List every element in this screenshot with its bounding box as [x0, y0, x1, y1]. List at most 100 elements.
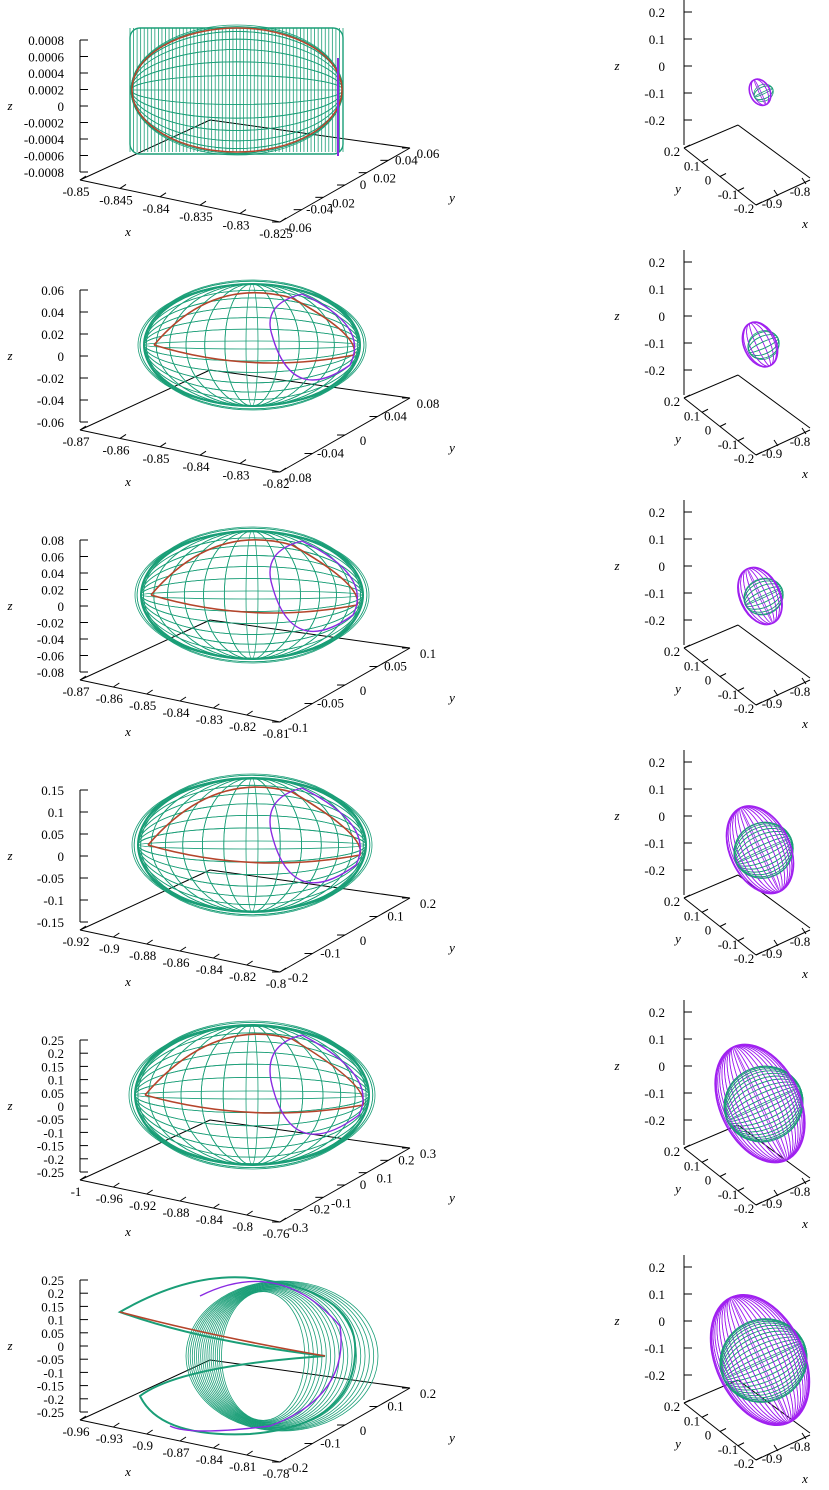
- z-tick-label: 0: [659, 59, 666, 74]
- mesh-ring: [134, 1025, 370, 1165]
- x-tick-label: -0.825: [259, 226, 293, 241]
- left-panel-2: 0.060.040.020-0.02-0.04-0.06z-0.87-0.86-…: [6, 279, 455, 491]
- torus-object: [737, 566, 784, 626]
- mesh-ring: [140, 777, 364, 913]
- mesh-ring: [210, 1288, 327, 1424]
- x-tick-label: -0.84: [142, 201, 170, 216]
- y-tick: [737, 1187, 745, 1192]
- x-tick-label: -0.84: [196, 1452, 224, 1467]
- y-axis-label: y: [447, 1190, 455, 1205]
- x-tick: [773, 939, 779, 947]
- right-panel-6: 0.20.10-0.1-0.2z0.20.10-0.1-0.2y-0.9-0.8…: [613, 1255, 811, 1486]
- x-axis-label: x: [124, 724, 131, 739]
- orbit-curve: [144, 1033, 365, 1114]
- x-tick-label: -0.9: [762, 1451, 783, 1466]
- y-tick-label: 0: [360, 433, 367, 448]
- x-tick: [801, 927, 807, 935]
- mesh-ring: [145, 283, 359, 407]
- mesh-ring: [140, 545, 364, 645]
- orbit-curve: [131, 27, 343, 153]
- mesh-ring: [140, 566, 364, 624]
- z-tick-label: -0.1: [43, 1125, 64, 1140]
- left-panel-5: 0.250.20.150.10.050-0.05-0.1-0.15-0.2-0.…: [6, 1020, 455, 1241]
- z-tick-label: 0.2: [649, 255, 665, 270]
- x-tick-label: -0.88: [162, 1205, 189, 1220]
- y-tick: [683, 394, 691, 399]
- mesh-ring: [167, 530, 337, 660]
- y-tick-label: 0.05: [384, 659, 407, 674]
- mesh-ring: [216, 1289, 314, 1423]
- x-tick: [246, 1210, 253, 1216]
- surface-outline: [134, 1024, 370, 1166]
- x-tick-label: -0.85: [62, 184, 89, 199]
- torus-outline: [737, 566, 783, 626]
- y-tick-label: -0.04: [317, 446, 345, 461]
- z-tick-label: -0.2: [644, 613, 665, 628]
- y-tick-label: 0.2: [664, 394, 680, 409]
- mesh-ring: [733, 822, 794, 879]
- y-tick-label: -0.1: [288, 720, 309, 735]
- x-tick: [113, 682, 120, 688]
- y-tick: [737, 687, 745, 692]
- torus-object: [741, 321, 780, 368]
- mesh-ring: [143, 328, 361, 362]
- torus-object: [709, 1293, 811, 1427]
- x-axis: [755, 679, 811, 706]
- y-axis-label: y: [447, 190, 455, 205]
- y-tick-label: 0.1: [684, 1158, 700, 1173]
- back-edge: [79, 869, 211, 931]
- z-axis-label: z: [613, 58, 619, 73]
- z-tick-label: 0: [659, 309, 666, 324]
- mesh-ring: [753, 85, 774, 100]
- x-tick-label: -0.84: [196, 1212, 224, 1227]
- mesh-ring: [140, 555, 364, 635]
- mesh-ring: [134, 1063, 370, 1127]
- z-tick-label: 0.04: [41, 566, 64, 581]
- y-tick-label: -0.2: [734, 951, 755, 966]
- mesh-ring: [137, 803, 367, 887]
- z-tick-label: -0.2: [644, 363, 665, 378]
- y-tick: [737, 937, 745, 942]
- mesh-ring: [721, 1330, 806, 1391]
- y-tick-label: 0.1: [387, 909, 403, 924]
- left-panel-1: 0.00080.00060.00040.00020-0.0002-0.0004-…: [6, 24, 455, 241]
- x-tick: [801, 1432, 807, 1440]
- z-tick-label: -0.06: [37, 415, 65, 430]
- torus-object: [748, 78, 774, 107]
- x-tick: [119, 433, 127, 439]
- mesh-ring: [134, 1041, 370, 1149]
- z-tick-label: 0: [58, 599, 65, 614]
- x-axis: [755, 929, 811, 956]
- z-tick-label: 0.05: [41, 1086, 64, 1101]
- back-edge: [209, 369, 411, 399]
- y-tick: [701, 908, 709, 913]
- mesh-ring: [137, 1024, 367, 1166]
- y-tick: [737, 187, 745, 192]
- y-axis-label: y: [673, 1436, 681, 1451]
- y-tick: [683, 144, 691, 149]
- x-tick-label: -0.84: [182, 459, 210, 474]
- mesh-ring-magenta: [740, 567, 780, 625]
- x-tick: [773, 189, 779, 197]
- x-tick-label: -0.8: [232, 1219, 253, 1234]
- mesh-ring: [140, 531, 364, 659]
- mesh-ring-magenta: [740, 807, 780, 893]
- orbit-curve: [153, 291, 356, 364]
- mesh-ring: [137, 1024, 367, 1166]
- mesh-ring-magenta: [729, 1046, 791, 1161]
- left-panel-6: 0.250.20.150.10.050-0.05-0.1-0.15-0.2-0.…: [6, 1273, 455, 1481]
- z-tick-label: 0.05: [41, 827, 64, 842]
- x-tick-label: -0.9: [762, 946, 783, 961]
- z-tick-label: -0.15: [37, 1379, 64, 1394]
- back-edge: [683, 124, 739, 149]
- x-tick: [179, 696, 187, 702]
- z-tick-label: -0.04: [37, 632, 65, 647]
- x-tick: [801, 427, 807, 435]
- mesh-ring: [140, 537, 364, 653]
- x-tick-label: -0.92: [62, 934, 89, 949]
- mesh-ring: [137, 793, 367, 897]
- mesh-ring-magenta: [714, 1043, 806, 1164]
- y-tick-label: 0: [705, 673, 712, 688]
- back-edge: [683, 624, 739, 649]
- z-tick-label: -0.25: [37, 1405, 64, 1420]
